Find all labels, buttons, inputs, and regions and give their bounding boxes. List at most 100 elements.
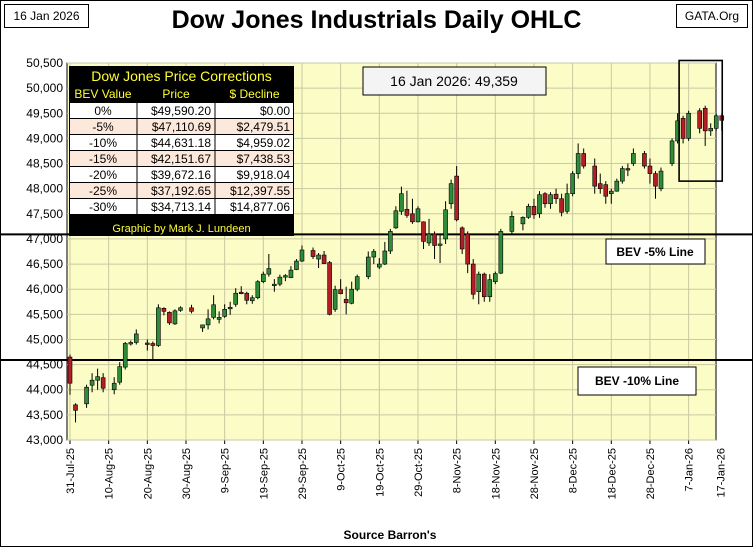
candle-body: [620, 168, 625, 182]
decline-cell: $0.00: [260, 104, 290, 118]
y-tick-label: 47,000: [26, 232, 63, 246]
x-tick-label: 30-Aug-25: [181, 448, 193, 499]
x-tick-label: 9-Oct-25: [336, 448, 348, 491]
candle-body: [266, 268, 272, 275]
y-tick-label: 48,000: [26, 182, 63, 196]
candle-body: [238, 291, 244, 295]
date-label: 16 Jan 2026: [4, 4, 89, 28]
corrections-table-row: [70, 103, 293, 118]
candle-body: [476, 273, 482, 293]
candle-body: [111, 382, 117, 391]
candle-body: [133, 333, 139, 343]
candle-body: [377, 263, 382, 268]
candle-body: [465, 233, 470, 265]
bev-value-cell: -10%: [89, 136, 117, 150]
candle-body: [575, 153, 581, 174]
candle-body: [211, 304, 216, 318]
candle-body: [581, 153, 586, 167]
y-tick-label: 47,500: [26, 207, 63, 221]
candle-body: [95, 376, 100, 381]
candle-body: [669, 140, 675, 164]
candle-body: [609, 190, 614, 194]
candle-body: [150, 343, 156, 346]
candle-body: [437, 243, 443, 246]
candle-body: [310, 250, 316, 257]
candle-body: [216, 317, 222, 320]
x-tick-label: 18-Dec-25: [606, 448, 618, 499]
candle-body: [448, 183, 454, 205]
candle-body: [122, 343, 128, 368]
bev-value-cell: -15%: [89, 152, 117, 166]
candle-body: [84, 386, 89, 405]
y-tick-label: 45,000: [26, 332, 63, 346]
candle-body: [570, 173, 575, 194]
bev-value-cell: -5%: [92, 120, 114, 134]
candle-body: [653, 173, 658, 187]
corrections-table-row: [70, 199, 293, 214]
corrections-table-footer: Graphic by Mark J. Lundeen: [112, 223, 250, 235]
x-tick-label: 9-Sep-25: [220, 448, 232, 493]
candle-body: [426, 233, 432, 244]
candle-body: [272, 283, 277, 286]
corrections-table-row: [70, 135, 293, 150]
y-tick-label: 44,000: [26, 383, 63, 397]
x-axis-title: Source Barron's: [344, 528, 437, 542]
y-tick-label: 49,000: [26, 131, 63, 145]
bev-5-label: BEV -5% Line: [616, 245, 694, 259]
decline-cell: $4,959.02: [237, 136, 291, 150]
x-tick-label: 7-Jan-26: [684, 448, 696, 491]
candle-body: [487, 279, 493, 298]
corrections-table-row: [70, 183, 293, 198]
candle-body: [67, 356, 73, 384]
bev-10-label: BEV -10% Line: [595, 374, 679, 388]
candle-body: [89, 379, 95, 386]
corrections-table-column-header: $ Decline: [229, 87, 279, 101]
candle-body: [393, 210, 399, 229]
candle-body: [288, 269, 294, 278]
candle-body: [100, 377, 106, 389]
candle-body: [647, 165, 653, 174]
candle-body: [277, 276, 283, 285]
price-cell: $34,713.14: [151, 200, 211, 214]
candle-body: [680, 117, 686, 139]
candle-body: [697, 110, 702, 129]
x-tick-label: 10-Aug-25: [104, 448, 116, 499]
candle-body: [404, 208, 410, 216]
candle-body: [421, 221, 426, 242]
candle-body: [470, 263, 476, 295]
candle-body: [349, 288, 354, 304]
y-tick-label: 48,500: [26, 157, 63, 171]
chart-title: Dow Jones Industrials Daily OHLC: [171, 6, 582, 34]
candle-body: [553, 193, 559, 200]
decline-cell: $12,397.55: [230, 184, 290, 198]
candle-body: [338, 289, 343, 295]
candle-body: [686, 112, 691, 139]
price-cell: $39,672.16: [151, 168, 211, 182]
candle-body: [365, 256, 371, 277]
candle-body: [327, 262, 332, 315]
candle-body: [255, 281, 261, 299]
candle-body: [509, 216, 515, 232]
y-tick-label: 49,500: [26, 106, 63, 120]
candle-body: [432, 233, 437, 246]
decline-cell: $7,438.53: [237, 152, 291, 166]
candle-body: [299, 249, 305, 262]
candle-body: [233, 292, 238, 305]
x-tick-label: 29-Sep-25: [297, 448, 309, 499]
candle-body: [178, 307, 183, 311]
corrections-table-title: Dow Jones Price Corrections: [91, 68, 272, 84]
bev-value-cell: -25%: [89, 184, 117, 198]
candle-body: [564, 193, 570, 212]
candle-body: [388, 231, 393, 252]
candle-body: [531, 205, 537, 216]
y-tick-label: 43,000: [26, 433, 63, 447]
candle-body: [227, 306, 233, 310]
y-tick-label: 46,000: [26, 282, 63, 296]
x-tick-label: 28-Dec-25: [645, 448, 657, 499]
corrections-table-column-header: Price: [162, 87, 190, 101]
candle-body: [548, 194, 553, 205]
candle-body: [415, 208, 421, 223]
candle-body: [354, 276, 360, 290]
candle-body: [189, 307, 194, 312]
y-tick-label: 44,500: [26, 358, 63, 372]
